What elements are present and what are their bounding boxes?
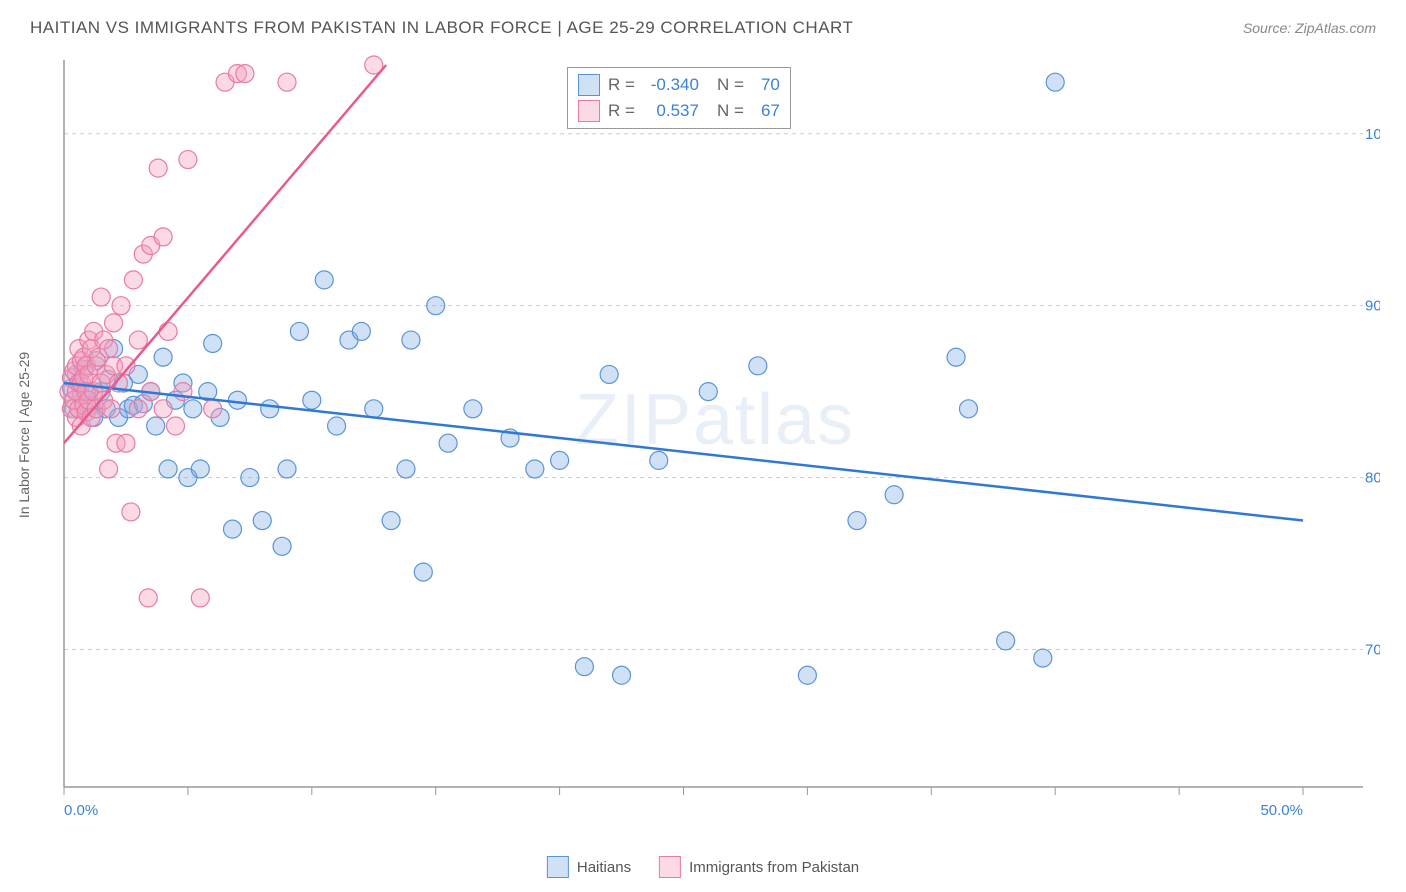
r-label: R =: [608, 75, 635, 95]
legend-item: Immigrants from Pakistan: [659, 856, 859, 878]
n-value: 70: [752, 75, 780, 95]
series-swatch: [578, 74, 600, 96]
svg-text:80.0%: 80.0%: [1365, 470, 1380, 487]
stats-row: R = 0.537 N = 67: [578, 98, 780, 124]
series-swatch: [659, 856, 681, 878]
svg-text:70.0%: 70.0%: [1365, 641, 1380, 658]
svg-text:50.0%: 50.0%: [1260, 802, 1303, 815]
r-value: 0.537: [643, 101, 699, 121]
scatter-plot: 70.0% 80.0% 90.0% 100.0% 0.0% 50.0%: [50, 55, 1380, 815]
n-label: N =: [717, 75, 744, 95]
n-value: 67: [752, 101, 780, 121]
series-swatch: [547, 856, 569, 878]
r-label: R =: [608, 101, 635, 121]
series-legend: Haitians Immigrants from Pakistan: [547, 856, 859, 878]
y-axis-label: In Labor Force | Age 25-29: [16, 352, 32, 518]
n-label: N =: [717, 101, 744, 121]
series-swatch: [578, 100, 600, 122]
svg-text:0.0%: 0.0%: [64, 802, 98, 815]
chart-title: HAITIAN VS IMMIGRANTS FROM PAKISTAN IN L…: [30, 18, 853, 38]
chart-container: In Labor Force | Age 25-29 ZIPatlas 70.0…: [50, 55, 1380, 815]
stats-legend-box: R = -0.340 N = 70 R = 0.537 N = 67: [567, 67, 791, 129]
r-value: -0.340: [643, 75, 699, 95]
legend-label: Immigrants from Pakistan: [689, 859, 859, 876]
legend-label: Haitians: [577, 859, 631, 876]
svg-text:90.0%: 90.0%: [1365, 298, 1380, 315]
stats-row: R = -0.340 N = 70: [578, 72, 780, 98]
legend-item: Haitians: [547, 856, 631, 878]
source-label: Source: ZipAtlas.com: [1243, 20, 1376, 36]
svg-text:100.0%: 100.0%: [1365, 126, 1380, 143]
